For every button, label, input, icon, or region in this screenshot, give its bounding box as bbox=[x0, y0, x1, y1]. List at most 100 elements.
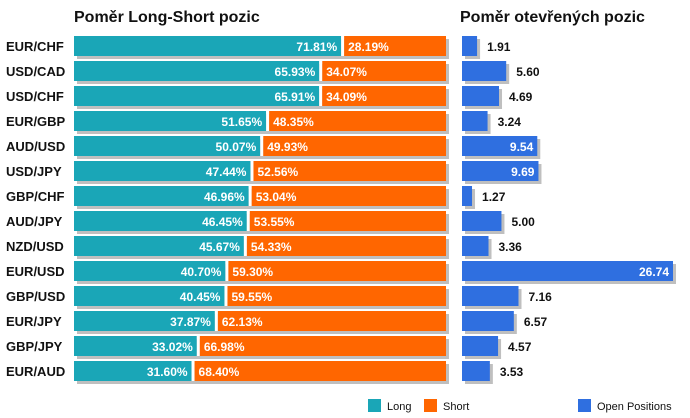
long-bar bbox=[74, 236, 244, 256]
open-value-label: 1.27 bbox=[482, 190, 506, 204]
legend-open-positions: Open Positions bbox=[578, 399, 672, 413]
bar-separator bbox=[250, 161, 254, 181]
row-gbp-usd: GBP/USD 40.45% 59.55% 7.16 bbox=[6, 286, 552, 309]
short-bar bbox=[253, 161, 446, 181]
pair-label: EUR/GBP bbox=[6, 114, 66, 129]
open-value-label: 3.53 bbox=[500, 365, 524, 379]
bar-separator bbox=[243, 236, 247, 256]
row-eur-aud: EUR/AUD 31.60% 68.40% 3.53 bbox=[6, 361, 524, 384]
open-positions-bar bbox=[462, 211, 502, 231]
legend-label: Short bbox=[443, 401, 469, 413]
legend-swatch bbox=[368, 399, 381, 412]
short-value-label: 68.40% bbox=[199, 365, 240, 379]
short-value-label: 53.55% bbox=[254, 215, 295, 229]
open-value-label: 3.24 bbox=[498, 115, 522, 129]
open-positions-title: Poměr otevřených pozic bbox=[460, 9, 645, 26]
short-bar bbox=[228, 261, 446, 281]
bar-separator bbox=[319, 86, 323, 106]
short-value-label: 53.04% bbox=[256, 190, 297, 204]
pair-label: GBP/CHF bbox=[6, 189, 65, 204]
row-eur-chf: EUR/CHF 71.81% 28.19% 1.91 bbox=[6, 36, 511, 59]
row-eur-usd: EUR/USD 40.70% 59.30% 26.74 bbox=[6, 261, 676, 284]
open-positions-bar bbox=[462, 311, 514, 331]
bar-separator bbox=[248, 186, 252, 206]
open-value-label: 6.57 bbox=[524, 315, 548, 329]
short-value-label: 48.35% bbox=[273, 115, 314, 129]
long-bar bbox=[74, 186, 249, 206]
bar-separator bbox=[341, 36, 345, 56]
legend-short: Short bbox=[424, 399, 469, 413]
open-value-label: 7.16 bbox=[528, 290, 552, 304]
open-positions-bar bbox=[462, 336, 499, 356]
long-value-label: 65.91% bbox=[274, 90, 315, 104]
bar-separator bbox=[196, 336, 200, 356]
long-value-label: 65.93% bbox=[275, 65, 316, 79]
open-positions-bar bbox=[462, 161, 539, 181]
open-value-label: 26.74 bbox=[639, 265, 669, 279]
open-value-label: 5.00 bbox=[511, 215, 535, 229]
pair-label: GBP/JPY bbox=[6, 339, 63, 354]
long-bar bbox=[74, 36, 342, 56]
short-value-label: 49.93% bbox=[267, 140, 308, 154]
open-positions-bar bbox=[462, 261, 673, 281]
legend-swatch bbox=[424, 399, 437, 412]
short-bar bbox=[194, 361, 446, 381]
long-bar bbox=[74, 211, 247, 231]
short-value-label: 34.07% bbox=[326, 65, 367, 79]
long-value-label: 37.87% bbox=[170, 315, 211, 329]
pair-label: AUD/JPY bbox=[6, 214, 63, 229]
open-value-label: 9.69 bbox=[511, 165, 535, 179]
long-short-title: Poměr Long-Short pozic bbox=[74, 9, 260, 26]
open-value-label: 4.69 bbox=[509, 90, 533, 104]
bar-separator bbox=[224, 286, 228, 306]
bar-separator bbox=[225, 261, 229, 281]
row-gbp-jpy: GBP/JPY 33.02% 66.98% 4.57 bbox=[6, 336, 532, 359]
long-value-label: 40.45% bbox=[180, 290, 221, 304]
short-value-label: 34.09% bbox=[326, 90, 367, 104]
pair-label: GBP/USD bbox=[6, 289, 65, 304]
open-value-label: 9.54 bbox=[510, 140, 534, 154]
long-value-label: 50.07% bbox=[216, 140, 257, 154]
row-usd-cad: USD/CAD 65.93% 34.07% 5.60 bbox=[6, 61, 540, 84]
short-bar bbox=[251, 186, 446, 206]
pair-label: EUR/USD bbox=[6, 264, 65, 279]
row-eur-gbp: EUR/GBP 51.65% 48.35% 3.24 bbox=[6, 111, 521, 134]
bar-separator bbox=[191, 361, 195, 381]
pair-label: USD/JPY bbox=[6, 164, 62, 179]
bar-separator bbox=[260, 136, 264, 156]
short-bar bbox=[246, 236, 446, 256]
long-value-label: 47.44% bbox=[206, 165, 247, 179]
short-value-label: 59.30% bbox=[232, 265, 273, 279]
short-bar bbox=[227, 286, 446, 306]
long-value-label: 46.96% bbox=[204, 190, 245, 204]
short-value-label: 52.56% bbox=[257, 165, 298, 179]
open-positions-bar bbox=[462, 186, 473, 206]
long-bar bbox=[74, 86, 320, 106]
short-bar bbox=[199, 336, 446, 356]
bar-separator bbox=[266, 111, 270, 131]
long-bar bbox=[74, 111, 267, 131]
open-positions-bar bbox=[462, 286, 519, 306]
long-value-label: 40.70% bbox=[181, 265, 222, 279]
open-positions-bar bbox=[462, 36, 478, 56]
short-bar bbox=[249, 211, 446, 231]
long-value-label: 45.67% bbox=[199, 240, 240, 254]
row-gbp-chf: GBP/CHF 46.96% 53.04% 1.27 bbox=[6, 186, 506, 209]
legend-swatch bbox=[578, 399, 591, 412]
long-bar bbox=[74, 286, 225, 306]
long-value-label: 71.81% bbox=[296, 40, 337, 54]
long-bar bbox=[74, 61, 320, 81]
long-bar bbox=[74, 361, 192, 381]
short-bar bbox=[217, 311, 446, 331]
short-bar bbox=[322, 86, 446, 106]
row-usd-jpy: USD/JPY 47.44% 52.56% 9.69 bbox=[6, 161, 542, 184]
open-value-label: 4.57 bbox=[508, 340, 532, 354]
pair-label: USD/CAD bbox=[6, 64, 65, 79]
row-nzd-usd: NZD/USD 45.67% 54.33% 3.36 bbox=[6, 236, 522, 259]
open-value-label: 1.91 bbox=[487, 40, 511, 54]
pair-label: EUR/JPY bbox=[6, 314, 62, 329]
bar-separator bbox=[214, 311, 218, 331]
open-positions-bar bbox=[462, 86, 500, 106]
open-value-label: 5.60 bbox=[516, 65, 540, 79]
